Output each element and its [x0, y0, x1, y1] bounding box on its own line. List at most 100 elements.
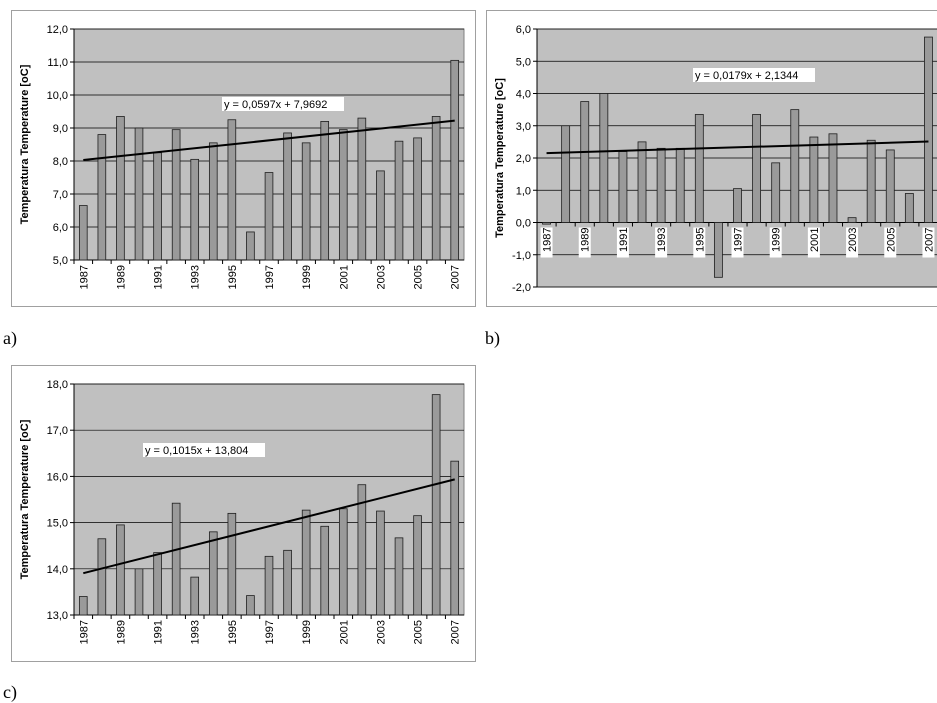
trend-equation-bg-a — [222, 97, 344, 111]
x-tick-label-bg-b — [922, 227, 935, 258]
bar-b-1994 — [675, 147, 685, 223]
y-tick-label-b: 2,0 — [516, 153, 531, 165]
bar-c-2005 — [413, 515, 422, 616]
y-tick-label-b: 4,0 — [516, 89, 531, 101]
bar-a-2006 — [431, 116, 441, 261]
y-tick-label-b: 1,0 — [516, 185, 531, 197]
y-tick-label-c: 15,0 — [47, 518, 68, 530]
x-tick-label-b: 1989 — [580, 228, 592, 252]
x-tick-label-bg-b — [731, 227, 744, 258]
x-tick-label-a: 1993 — [190, 265, 202, 289]
bar-c-2003 — [376, 510, 385, 616]
y-tick-label-a: 8,0 — [53, 156, 68, 168]
x-tick-label-b: 1995 — [694, 228, 706, 252]
bar-b-1991 — [618, 151, 628, 223]
panel-label-a: a) — [3, 328, 17, 348]
y-tick-label-c: 13,0 — [47, 610, 68, 622]
bar-c-1992 — [171, 502, 181, 616]
trendline-a — [83, 119, 455, 162]
bar-b-2004 — [866, 139, 876, 223]
x-tick-label-bg-b — [846, 227, 859, 258]
panel-label-b: b) — [485, 328, 500, 348]
bar-b-1997 — [733, 188, 742, 223]
x-tick-label-a: 1991 — [153, 265, 165, 289]
bar-a-1989 — [116, 116, 125, 261]
x-tick-label-a: 2001 — [338, 265, 350, 289]
y-tick-label-b: -1,0 — [512, 250, 531, 262]
x-tick-label-b: 2007 — [923, 228, 935, 252]
bar-b-1995 — [694, 114, 704, 223]
bar-c-1987 — [78, 596, 88, 616]
y-tick-label-a: 11,0 — [47, 57, 68, 69]
x-tick-label-c: 1989 — [115, 620, 127, 644]
bar-b-2001 — [809, 136, 819, 223]
bar-a-1999 — [301, 142, 311, 261]
trendline-b — [546, 140, 929, 155]
bar-b-1998 — [752, 114, 762, 223]
x-tick-label-b: 1999 — [771, 228, 783, 252]
chart-a-svg: 5,0 6,0 7,0 8,0 9,0 10,0 11,0 12,0 Temperatura T… — [19, 24, 465, 289]
bar-a-1990 — [134, 127, 144, 261]
trend-equation-b: y = 0,0179x + 2,1344 — [695, 70, 798, 82]
chart-panel-c: 13,0 14,0 15,0 16,0 17,0 18,0 Temperatura Temp… — [11, 365, 476, 662]
bar-c-2006 — [431, 394, 441, 616]
bar-a-1997 — [264, 172, 274, 261]
bar-c-1990 — [134, 568, 144, 616]
x-tick-label-a: 1989 — [115, 265, 127, 289]
x-tick-label-a: 1987 — [78, 265, 90, 289]
bar-a-1987 — [78, 205, 88, 261]
x-tick-label-b: 2003 — [847, 228, 859, 252]
x-tick-label-c: 1991 — [153, 620, 165, 644]
panel-label-c: c) — [3, 682, 17, 702]
x-tick-label-b: 1993 — [656, 228, 668, 252]
bar-c-2001 — [338, 508, 348, 616]
y-tick-label-b: 5,0 — [516, 56, 531, 68]
y-tick-label-c: 17,0 — [47, 425, 68, 437]
y-tick-label-a: 9,0 — [53, 123, 68, 135]
x-tick-label-a: 1999 — [301, 265, 313, 289]
chart-panel-b: -2,0 -1,0 0,0 1,0 2,0 3,0 4,0 5,0 6,0 Temperatura… — [486, 10, 937, 307]
y-tick-label-b: 3,0 — [516, 121, 531, 133]
y-tick-label-a: 7,0 — [53, 189, 68, 201]
y-tick-label-c: 14,0 — [47, 564, 68, 576]
x-tick-label-bg-b — [616, 227, 629, 258]
bar-c-1988 — [97, 538, 107, 616]
bar-b-1988 — [561, 125, 571, 223]
bar-a-1993 — [190, 158, 200, 261]
bar-c-1994 — [208, 531, 218, 616]
x-tick-label-c: 2007 — [450, 620, 462, 644]
x-tick-label-c: 2001 — [338, 620, 350, 644]
chart-c-svg: 13,0 14,0 15,0 16,0 17,0 18,0 Temperatura Temp… — [19, 379, 465, 644]
bar-a-2004 — [394, 140, 404, 261]
x-tick-label-bg-b — [540, 227, 553, 258]
bar-b-2000 — [790, 109, 800, 223]
bar-b-1989 — [580, 101, 590, 223]
bar-b-1999 — [771, 162, 781, 223]
bar-c-1999 — [301, 509, 311, 616]
trend-equation-a: y = 0,0597x + 7,9692 — [224, 99, 327, 111]
bar-a-1995 — [227, 119, 237, 261]
x-tick-label-a: 1995 — [227, 265, 239, 289]
bar-c-1996 — [246, 595, 255, 616]
x-tick-label-c: 1997 — [264, 620, 276, 644]
bar-a-1988 — [97, 134, 107, 261]
x-tick-label-b: 1997 — [733, 228, 745, 252]
x-tick-label-bg-b — [884, 227, 897, 258]
bar-c-1998 — [283, 549, 292, 616]
bar-a-2007 — [450, 59, 460, 261]
bar-c-1989 — [116, 524, 125, 616]
x-tick-label-c: 1993 — [190, 620, 202, 644]
trend-equation-bg-c — [143, 443, 265, 457]
bar-a-1994 — [208, 142, 218, 261]
bar-a-1991 — [153, 152, 162, 261]
bar-a-2000 — [320, 121, 330, 261]
bar-b-1987 — [542, 222, 551, 225]
chart-panel-a: 5,0 6,0 7,0 8,0 9,0 10,0 11,0 12,0 Temperatura T… — [11, 10, 476, 307]
bar-a-2001 — [338, 129, 348, 261]
bar-b-2007 — [924, 36, 933, 223]
y-tick-label-a: 6,0 — [53, 222, 68, 234]
bar-c-1991 — [153, 552, 162, 616]
bar-b-1993 — [656, 147, 666, 223]
bar-a-2003 — [376, 170, 385, 261]
y-axis-title-a: Temperatura Temperature [oC] — [19, 64, 31, 224]
